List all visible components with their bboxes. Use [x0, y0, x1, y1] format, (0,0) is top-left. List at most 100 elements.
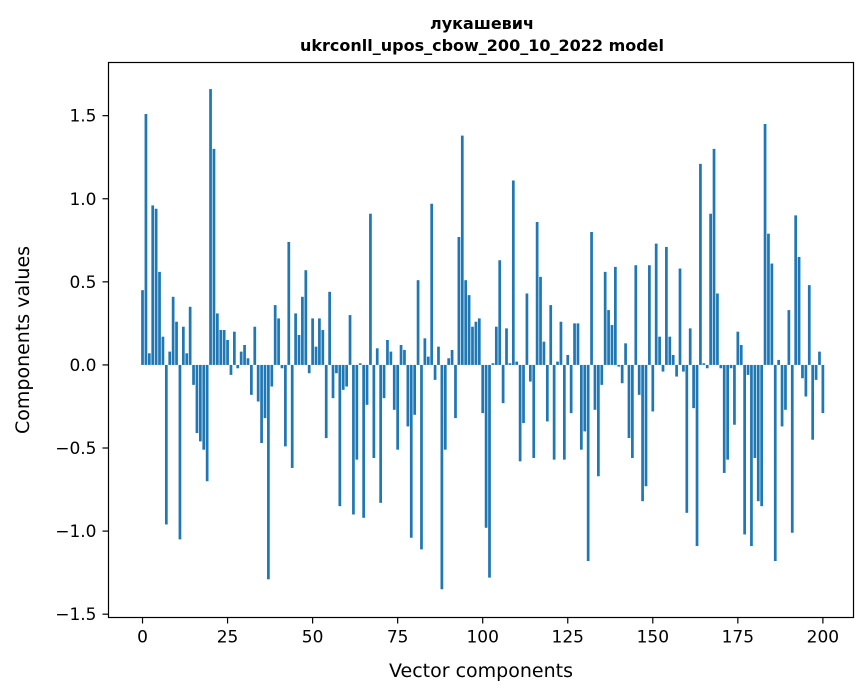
x-tick-label: 75 — [387, 628, 409, 648]
bar — [658, 336, 661, 365]
bar — [494, 326, 498, 365]
bar — [229, 364, 233, 375]
bar — [236, 364, 240, 369]
bar — [369, 213, 372, 365]
bar — [181, 326, 185, 365]
bar — [583, 364, 587, 432]
bar — [338, 364, 342, 507]
bar — [328, 291, 331, 365]
bar — [219, 330, 223, 365]
bar — [797, 256, 801, 365]
bar — [549, 305, 553, 365]
bar — [355, 364, 359, 460]
bar — [144, 114, 148, 365]
bar — [760, 364, 764, 507]
bar — [586, 364, 590, 562]
bar — [688, 328, 692, 365]
bar — [321, 330, 325, 365]
bar — [433, 364, 437, 380]
bar — [600, 364, 604, 385]
bar — [634, 265, 638, 365]
bar — [294, 313, 297, 365]
bar — [712, 148, 716, 365]
bar — [158, 271, 161, 365]
bar — [382, 364, 386, 399]
bar — [467, 295, 471, 365]
bar — [699, 163, 702, 365]
y-tick-label: −1.0 — [55, 522, 96, 542]
bar — [794, 215, 798, 365]
bar — [542, 341, 546, 365]
bar — [532, 364, 536, 458]
bar — [341, 364, 345, 390]
bar — [515, 361, 519, 365]
bar — [736, 331, 740, 365]
bar — [141, 290, 144, 365]
bar — [780, 364, 784, 427]
bar — [508, 363, 512, 365]
bar — [297, 335, 301, 365]
bar — [233, 331, 236, 365]
bar — [488, 364, 491, 578]
bar — [185, 353, 189, 365]
bar — [559, 321, 563, 365]
bar — [624, 343, 627, 365]
bar — [773, 364, 777, 562]
y-tick-label: 0.5 — [69, 273, 96, 293]
bar — [651, 364, 655, 412]
bar — [648, 265, 651, 365]
x-axis-ticks: 0 25 50 75 100 125 150 175 200 — [137, 617, 839, 648]
bar — [535, 222, 539, 365]
y-tick-label: 0.0 — [69, 356, 96, 376]
bar — [607, 310, 610, 365]
bar — [787, 310, 791, 365]
bar — [307, 364, 311, 374]
bar — [154, 208, 158, 365]
bar — [722, 364, 726, 473]
bar — [263, 364, 267, 419]
bar — [627, 364, 631, 439]
bar — [362, 364, 365, 518]
bar — [481, 364, 485, 414]
bar — [552, 364, 556, 460]
bar — [151, 205, 155, 365]
bar — [614, 266, 617, 365]
bar — [743, 364, 746, 535]
bar — [392, 364, 396, 410]
y-axis-ticks: −1.5 −1.0 −0.5 0.0 0.5 1.0 1.5 — [55, 107, 109, 625]
bar — [403, 349, 406, 365]
bar — [280, 364, 284, 369]
bar — [746, 364, 750, 375]
bar — [528, 364, 532, 382]
bar — [426, 356, 430, 365]
bar — [603, 271, 607, 365]
bar — [216, 313, 219, 365]
bar — [423, 338, 427, 365]
bar — [358, 363, 362, 365]
bar — [443, 364, 447, 450]
bar — [192, 364, 195, 385]
chart-title-line2: ukrconll_upos_cbow_200_10_2022 model — [300, 36, 664, 55]
bar — [318, 318, 321, 365]
bar — [491, 363, 495, 365]
bar — [705, 364, 709, 369]
bar — [511, 180, 515, 365]
bar — [304, 270, 308, 365]
bar — [579, 364, 583, 450]
bar — [195, 364, 199, 434]
x-tick-label: 125 — [552, 628, 584, 648]
bar — [610, 325, 614, 365]
bar — [314, 346, 318, 365]
bar — [569, 364, 573, 414]
bar — [525, 293, 529, 365]
bar — [719, 364, 723, 369]
x-tick-label: 100 — [466, 628, 498, 648]
bar — [739, 344, 743, 365]
bar — [175, 321, 178, 365]
plot-frame — [107, 61, 855, 619]
bar — [644, 364, 648, 487]
bar — [243, 344, 246, 365]
bar-series — [141, 89, 825, 590]
bar — [753, 364, 757, 458]
